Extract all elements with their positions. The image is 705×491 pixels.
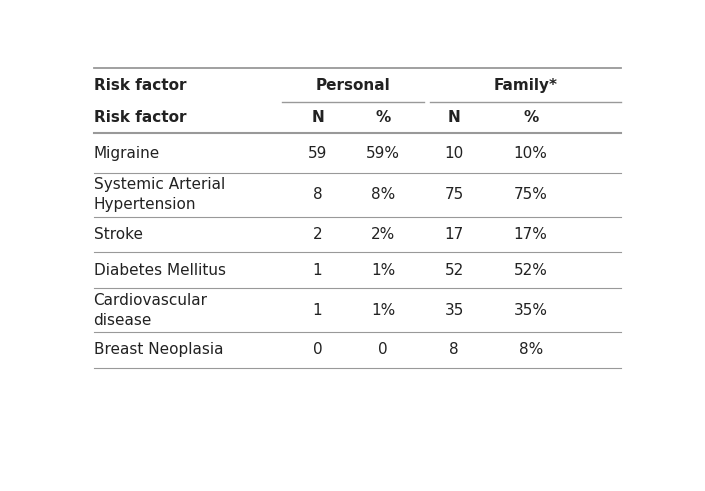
Text: Stroke: Stroke	[94, 227, 142, 242]
Text: 59%: 59%	[366, 146, 400, 161]
Text: Breast Neoplasia: Breast Neoplasia	[94, 342, 223, 357]
Text: 8%: 8%	[519, 342, 543, 357]
Text: 75: 75	[445, 188, 464, 202]
Text: 1%: 1%	[371, 263, 396, 278]
Text: 2: 2	[313, 227, 322, 242]
Text: 35: 35	[445, 302, 464, 318]
Text: 1: 1	[313, 263, 322, 278]
Text: %: %	[376, 110, 391, 125]
Text: Cardiovascular
disease: Cardiovascular disease	[94, 293, 207, 327]
Text: 52%: 52%	[514, 263, 548, 278]
Text: 17: 17	[445, 227, 464, 242]
Text: N: N	[448, 110, 460, 125]
Text: Risk factor: Risk factor	[94, 78, 186, 93]
Text: 1: 1	[313, 302, 322, 318]
Text: Risk factor: Risk factor	[94, 110, 186, 125]
Text: 75%: 75%	[514, 188, 548, 202]
Text: 8: 8	[313, 188, 322, 202]
Text: 0: 0	[379, 342, 388, 357]
Text: 8%: 8%	[371, 188, 396, 202]
Text: N: N	[311, 110, 324, 125]
Text: 8: 8	[449, 342, 459, 357]
Text: 17%: 17%	[514, 227, 548, 242]
Text: 35%: 35%	[514, 302, 548, 318]
Text: Systemic Arterial
Hypertension: Systemic Arterial Hypertension	[94, 177, 225, 212]
Text: Migraine: Migraine	[94, 146, 160, 161]
Text: Diabetes Mellitus: Diabetes Mellitus	[94, 263, 226, 278]
Text: 0: 0	[313, 342, 322, 357]
Text: Family*: Family*	[493, 78, 557, 93]
Text: 59: 59	[308, 146, 327, 161]
Text: 52: 52	[445, 263, 464, 278]
Text: 10: 10	[445, 146, 464, 161]
Text: 10%: 10%	[514, 146, 548, 161]
Text: %: %	[523, 110, 539, 125]
Text: 1%: 1%	[371, 302, 396, 318]
Text: Personal: Personal	[316, 78, 391, 93]
Text: 2%: 2%	[371, 227, 396, 242]
